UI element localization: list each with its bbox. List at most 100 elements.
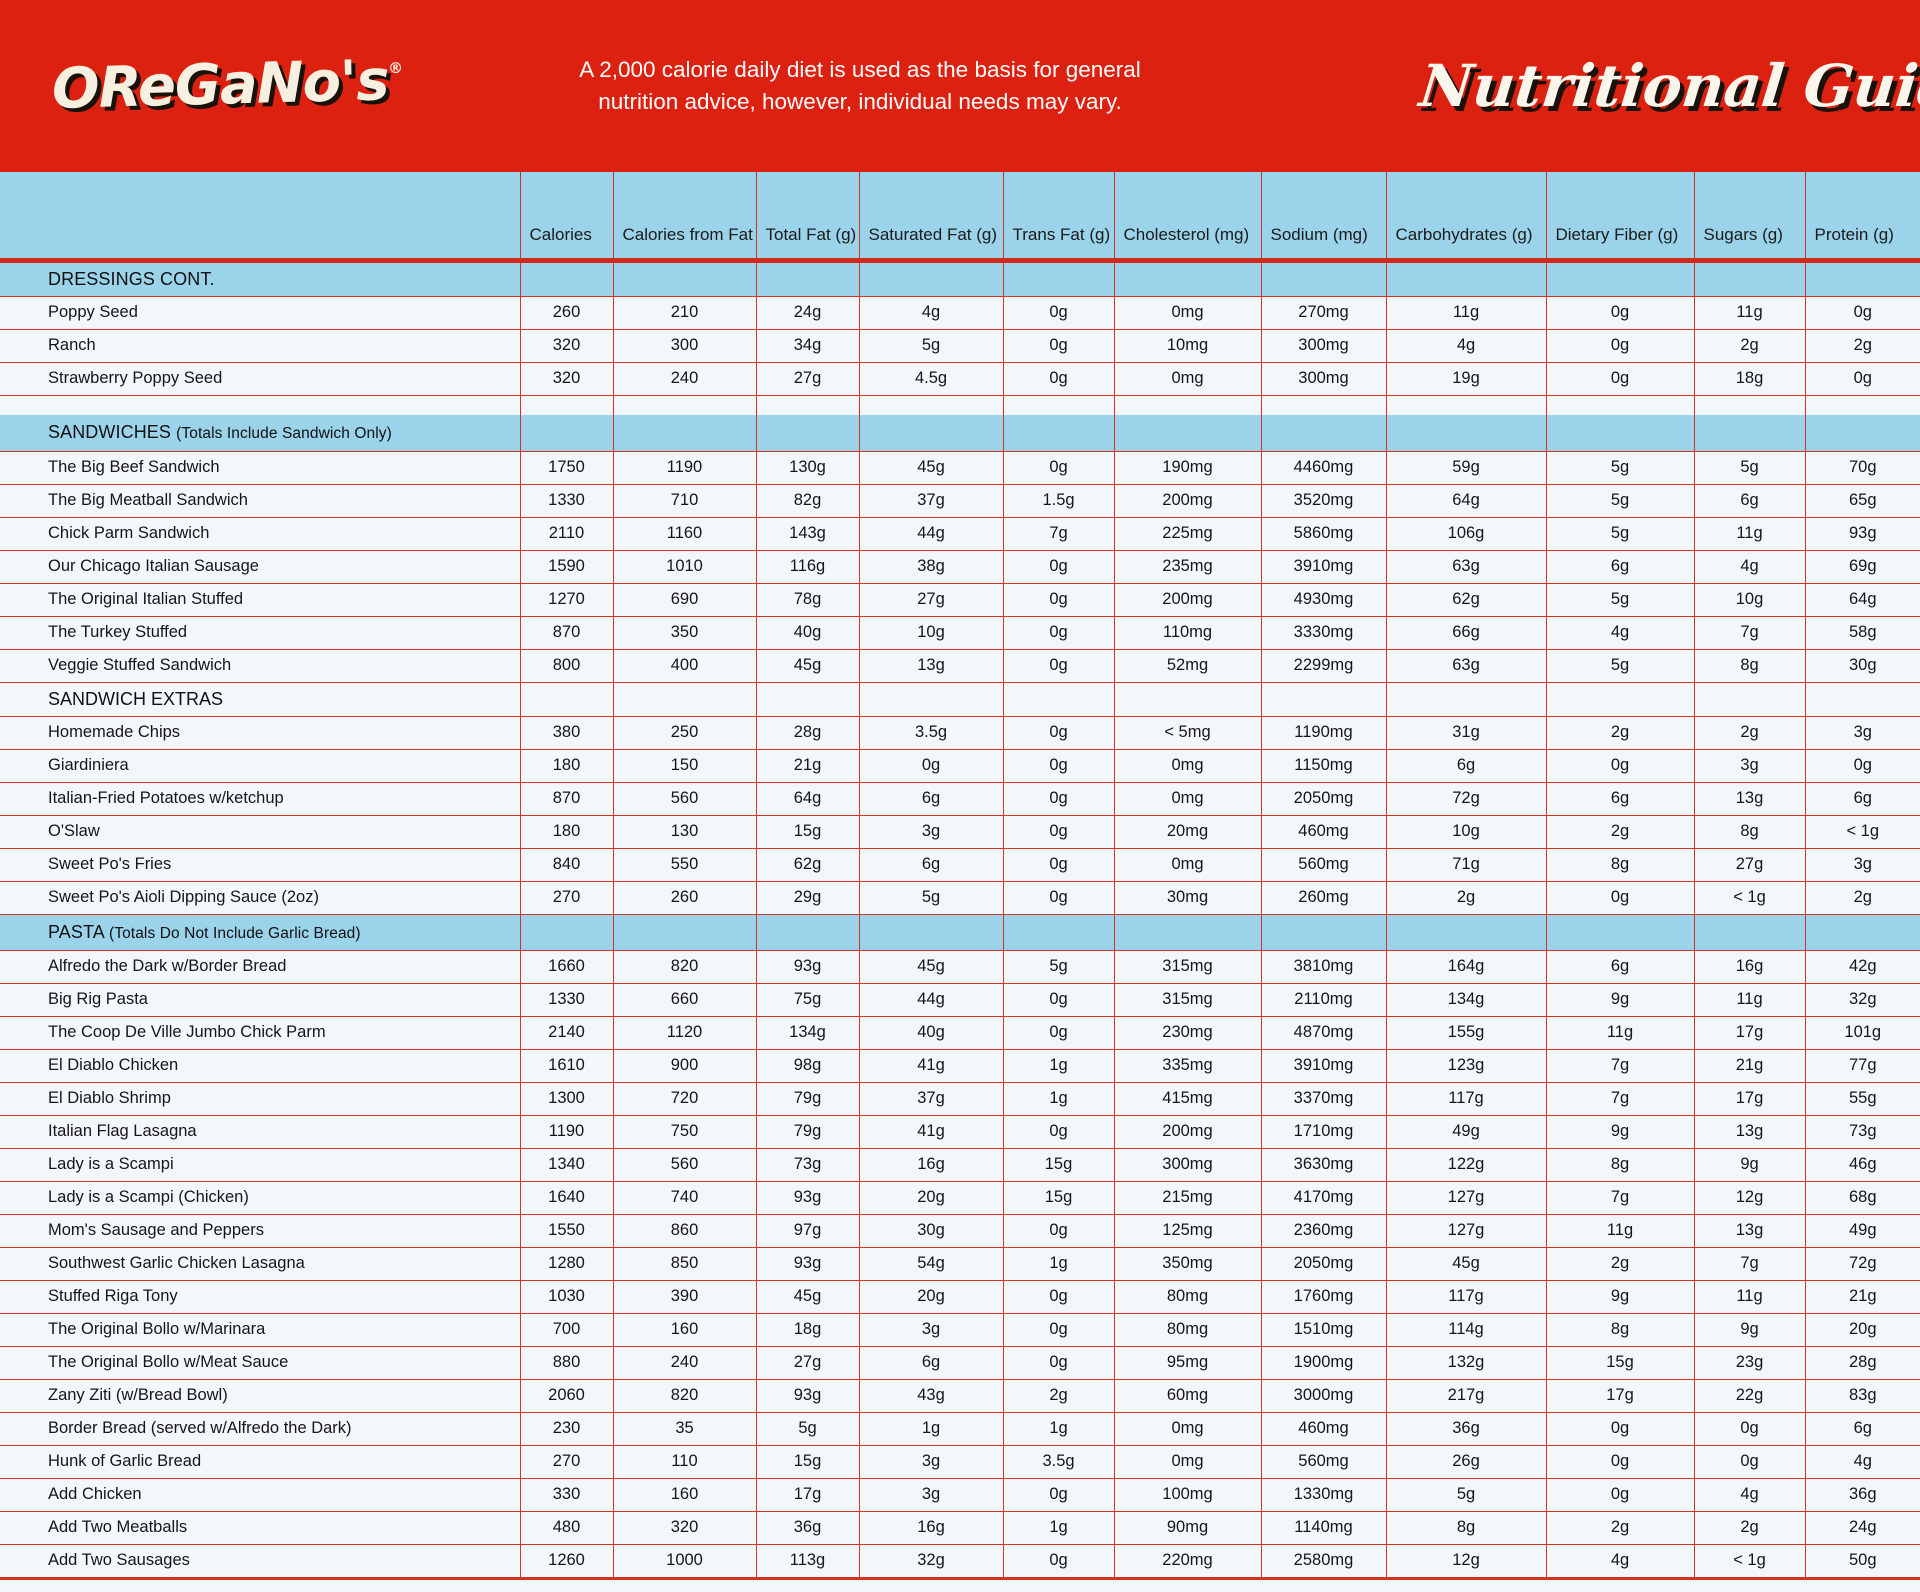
nutrition-value-cell: 12g — [1693, 1181, 1806, 1215]
menu-item-name: Chick Parm Sandwich — [0, 517, 521, 551]
section-header-empty-cell — [1804, 682, 1920, 717]
nutrition-value-cell: 1750 — [519, 451, 614, 485]
table-row: The Big Beef Sandwich 1750 1190 130g 45g 0g 19… — [0, 451, 1920, 485]
nutrition-value-cell: 117g — [1385, 1280, 1547, 1314]
menu-item-name: Mom's Sausage and Peppers — [0, 1214, 521, 1248]
section-header-empty-cell — [1693, 415, 1806, 452]
table-row: Zany Ziti (w/Bread Bowl) 2060 820 93g 43g 2g 6… — [0, 1379, 1920, 1413]
column-header-cholesterol: Cholesterol (mg) — [1113, 172, 1262, 260]
column-header-trans-fat: Trans Fat (g) — [1002, 172, 1115, 260]
nutrition-value-cell: 8g — [1693, 815, 1806, 849]
nutrition-value-cell: 24g — [1804, 1511, 1920, 1545]
nutrition-value-cell: 220mg — [1113, 1544, 1262, 1578]
nutrition-value-cell: 80mg — [1113, 1280, 1262, 1314]
nutrition-value-cell: 0g — [1804, 296, 1920, 330]
nutrition-value-cell: 1g — [1002, 1049, 1115, 1083]
nutrition-value-cell: 3g — [1804, 848, 1920, 882]
nutrition-value-cell: 16g — [858, 1511, 1004, 1545]
section-header-empty-cell — [612, 260, 757, 297]
nutrition-value-cell: 11g — [1693, 296, 1806, 330]
table-row: The Turkey Stuffed 870 350 40g 10g 0g 110mg 333… — [0, 616, 1920, 650]
nutrition-value-cell: 1330 — [519, 983, 614, 1017]
nutrition-value-cell: 44g — [858, 983, 1004, 1017]
section-header-empty-cell — [858, 914, 1004, 951]
nutrition-value-cell: 50g — [1804, 1544, 1920, 1578]
nutrition-value-cell: 117g — [1385, 1082, 1547, 1116]
nutrition-value-cell: 45g — [1385, 1247, 1547, 1281]
column-header-calories: Calories — [519, 172, 614, 260]
nutrition-value-cell: 40g — [755, 616, 860, 650]
nutrition-value-cell: 3g — [858, 1478, 1004, 1512]
table-spacer-cell — [755, 395, 860, 415]
nutrition-value-cell: 3810mg — [1260, 950, 1387, 984]
nutrition-value-cell: 560mg — [1260, 848, 1387, 882]
nutrition-value-cell: 4930mg — [1260, 583, 1387, 617]
nutrition-value-cell: 28g — [755, 716, 860, 750]
nutrition-value-cell: 720 — [612, 1082, 757, 1116]
nutrition-value-cell: 0g — [1002, 848, 1115, 882]
table-row: Homemade Chips 380 250 28g 3.5g 0g < 5mg 1190mg… — [0, 716, 1920, 750]
nutrition-value-cell: 2110mg — [1260, 983, 1387, 1017]
table-row: Hunk of Garlic Bread 270 110 15g 3g 3.5g 0mg 56… — [0, 1445, 1920, 1479]
nutrition-value-cell: 0g — [1804, 362, 1920, 396]
nutrition-value-cell: 15g — [755, 1445, 860, 1479]
nutrition-value-cell: 0g — [1545, 1478, 1695, 1512]
menu-item-name: Lady is a Scampi — [0, 1148, 521, 1182]
nutrition-value-cell: 10g — [858, 616, 1004, 650]
nutrition-value-cell: 1160 — [612, 517, 757, 551]
nutrition-value-cell: 0g — [1002, 649, 1115, 683]
nutrition-value-cell: 27g — [858, 583, 1004, 617]
table-bottom-rule — [0, 1577, 1920, 1592]
nutrition-value-cell: 2050mg — [1260, 782, 1387, 816]
menu-item-name: Border Bread (served w/Alfredo the Dark) — [0, 1412, 521, 1446]
nutrition-value-cell: 270mg — [1260, 296, 1387, 330]
nutrition-value-cell: 8g — [1545, 1313, 1695, 1347]
nutrition-value-cell: 6g — [1385, 749, 1547, 783]
nutrition-value-cell: 1900mg — [1260, 1346, 1387, 1380]
nutrition-value-cell: 7g — [1693, 1247, 1806, 1281]
nutrition-value-cell: 190mg — [1113, 451, 1262, 485]
nutrition-value-cell: 180 — [519, 749, 614, 783]
table-row: Our Chicago Italian Sausage 1590 1010 116g 3… — [0, 550, 1920, 584]
nutrition-value-cell: 7g — [1545, 1082, 1695, 1116]
nutrition-value-cell: 9g — [1545, 1115, 1695, 1149]
nutrition-table-area: Calories Calories from Fat Total Fat (g)… — [0, 172, 1920, 1592]
section-header-empty-cell — [755, 260, 860, 297]
table-row: Big Rig Pasta 1330 660 75g 44g 0g 315mg 2110mg 1… — [0, 983, 1920, 1017]
nutrition-value-cell: 660 — [612, 983, 757, 1017]
section-header-empty-cell — [858, 260, 1004, 297]
nutrition-value-cell: 20g — [1804, 1313, 1920, 1347]
nutrition-value-cell: 13g — [1693, 782, 1806, 816]
section-header-empty-cell — [755, 914, 860, 951]
nutrition-value-cell: 28g — [1804, 1346, 1920, 1380]
nutrition-value-cell: 4870mg — [1260, 1016, 1387, 1050]
table-spacer-cell — [612, 395, 757, 415]
nutrition-value-cell: 230mg — [1113, 1016, 1262, 1050]
nutrition-value-cell: 7g — [1545, 1181, 1695, 1215]
nutrition-value-cell: 840 — [519, 848, 614, 882]
page-title-wrap: Nutritional Guide — [1416, 52, 1920, 120]
nutrition-value-cell: 8g — [1545, 1148, 1695, 1182]
nutrition-value-cell: 0g — [858, 749, 1004, 783]
nutrition-value-cell: 143g — [755, 517, 860, 551]
nutrition-value-cell: 800 — [519, 649, 614, 683]
nutrition-value-cell: 23g — [1693, 1346, 1806, 1380]
nutrition-value-cell: 15g — [1002, 1181, 1115, 1215]
nutrition-value-cell: 0mg — [1113, 1412, 1262, 1446]
nutrition-value-cell: 1150mg — [1260, 749, 1387, 783]
nutrition-value-cell: 2g — [1693, 1511, 1806, 1545]
nutrition-value-cell: 4460mg — [1260, 451, 1387, 485]
nutrition-value-cell: 18g — [1693, 362, 1806, 396]
nutrition-value-cell: 93g — [755, 1247, 860, 1281]
nutrition-value-cell: 10g — [1693, 583, 1806, 617]
nutrition-value-cell: 17g — [1545, 1379, 1695, 1413]
nutrition-value-cell: 93g — [755, 1181, 860, 1215]
section-header-empty-cell — [1545, 260, 1695, 297]
nutrition-value-cell: 19g — [1385, 362, 1547, 396]
section-header-empty-cell — [1804, 415, 1920, 452]
nutrition-value-cell: 1610 — [519, 1049, 614, 1083]
brand-logo-text: OReGaNo's® — [51, 48, 403, 123]
menu-item-name: Stuffed Riga Tony — [0, 1280, 521, 1314]
nutrition-value-cell: 1260 — [519, 1544, 614, 1578]
nutrition-value-cell: 740 — [612, 1181, 757, 1215]
